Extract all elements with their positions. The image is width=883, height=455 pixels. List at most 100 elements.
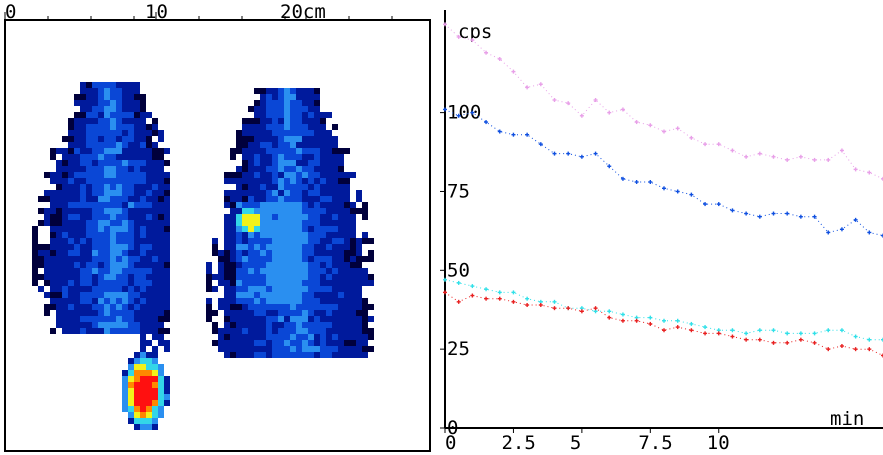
scan-pixel [254, 88, 260, 94]
scan-pixel [134, 172, 140, 178]
scan-pixel [338, 328, 344, 334]
scan-pixel [86, 298, 92, 304]
scan-pixel [140, 340, 146, 346]
scan-pixel [164, 202, 170, 208]
scan-pixel [338, 316, 344, 322]
scan-pixel [122, 370, 128, 376]
scan-pixel [158, 304, 164, 310]
scan-pixel [266, 94, 272, 100]
scan-pixel [38, 208, 44, 214]
scan-pixel [278, 160, 284, 166]
scan-pixel [80, 178, 86, 184]
scan-pixel [236, 190, 242, 196]
scan-pixel [278, 322, 284, 328]
scan-pixel [314, 124, 320, 130]
scan-pixel [272, 310, 278, 316]
scan-pixel [92, 202, 98, 208]
scan-pixel [224, 316, 230, 322]
scan-pixel [302, 112, 308, 118]
scan-pixel [278, 298, 284, 304]
scan-pixel [296, 148, 302, 154]
scan-pixel [254, 304, 260, 310]
scan-pixel [134, 142, 140, 148]
scan-pixel [248, 184, 254, 190]
scan-pixel [110, 148, 116, 154]
scan-pixel [296, 94, 302, 100]
scan-pixel [320, 136, 326, 142]
scan-pixel [152, 406, 158, 412]
scan-pixel [98, 292, 104, 298]
scan-pixel [338, 160, 344, 166]
scan-pixel [284, 118, 290, 124]
scan-pixel [350, 244, 356, 250]
scan-pixel [296, 238, 302, 244]
scan-pixel [92, 178, 98, 184]
scan-pixel [290, 334, 296, 340]
scan-pixel [302, 244, 308, 250]
scan-pixel [116, 148, 122, 154]
scan-pixel [326, 238, 332, 244]
scan-pixel [80, 280, 86, 286]
scan-pixel [284, 220, 290, 226]
scan-pixel [218, 340, 224, 346]
scan-pixel [230, 292, 236, 298]
scan-pixel [122, 124, 128, 130]
scan-pixel [152, 256, 158, 262]
scan-pixel [248, 280, 254, 286]
scan-pixel [302, 196, 308, 202]
scan-pixel [110, 298, 116, 304]
scan-pixel [230, 286, 236, 292]
scan-pixel [92, 160, 98, 166]
scan-pixel [320, 346, 326, 352]
scan-pixel [272, 328, 278, 334]
scan-pixel [302, 256, 308, 262]
scan-pixel [308, 298, 314, 304]
scan-pixel [302, 274, 308, 280]
scan-pixel [284, 142, 290, 148]
scan-pixel [50, 268, 56, 274]
scan-pixel [140, 130, 146, 136]
scan-pixel [272, 94, 278, 100]
scan-pixel [146, 340, 152, 346]
scan-pixel [236, 334, 242, 340]
scan-pixel [44, 220, 50, 226]
scan-pixel [338, 214, 344, 220]
scan-pixel [362, 304, 368, 310]
scan-pixel [56, 322, 62, 328]
scan-pixel [146, 256, 152, 262]
scan-pixel [278, 136, 284, 142]
scan-pixel [260, 334, 266, 340]
scan-pixel-layer [32, 82, 374, 430]
scan-pixel [152, 118, 158, 124]
scan-pixel [92, 184, 98, 190]
scan-pixel [362, 346, 368, 352]
scan-pixel [74, 322, 80, 328]
scan-pixel [254, 142, 260, 148]
scan-pixel [98, 226, 104, 232]
scan-pixel [146, 406, 152, 412]
scan-pixel [332, 274, 338, 280]
scan-pixel [260, 106, 266, 112]
scan-pixel [284, 148, 290, 154]
scan-pixel [314, 160, 320, 166]
scan-pixel [164, 226, 170, 232]
scan-pixel [224, 214, 230, 220]
scan-pixel [326, 232, 332, 238]
scan-pixel [92, 304, 98, 310]
scan-pixel [290, 196, 296, 202]
scan-pixel [92, 148, 98, 154]
scan-pixel [332, 238, 338, 244]
scan-pixel [110, 286, 116, 292]
scan-pixel [74, 232, 80, 238]
scan-pixel [230, 310, 236, 316]
scan-pixel [362, 274, 368, 280]
scan-pixel [50, 172, 56, 178]
scan-pixel [38, 262, 44, 268]
scan-pixel [260, 124, 266, 130]
scan-pixel [338, 340, 344, 346]
scan-pixel [254, 178, 260, 184]
scan-pixel [284, 268, 290, 274]
scan-pixel [278, 214, 284, 220]
scan-pixel [278, 292, 284, 298]
scan-pixel [308, 328, 314, 334]
